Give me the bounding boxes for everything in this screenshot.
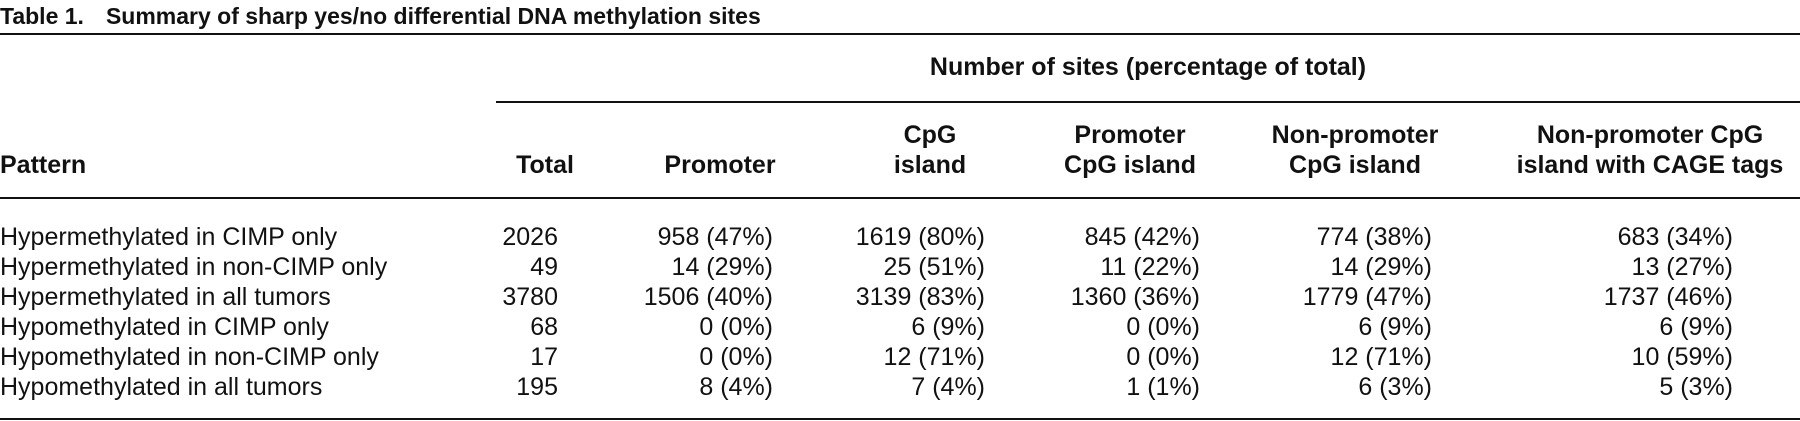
cell-pattern: Hypomethylated in all tumors [0, 373, 323, 401]
table-row: Hypomethylated in non-CIMP only 17 0 (0%) 1… [0, 342, 1800, 372]
column-header-promoter: Promoter [664, 151, 776, 179]
table-caption: Table 1. Summary of sharp yes/no differen… [0, 2, 761, 30]
cell-total: 17 [530, 343, 558, 371]
cell-total: 2026 [502, 223, 558, 251]
cell-cpg-island: 3139 (83%) [855, 283, 985, 311]
cell-promoter: 1506 (40%) [643, 283, 773, 311]
cell-promoter-cpg: 11 (22%) [1100, 253, 1200, 281]
cell-promoter: 0 (0%) [699, 343, 773, 371]
cell-nonpromoter-cpg: 6 (3%) [1358, 373, 1432, 401]
cell-cpg-island: 25 (51%) [883, 253, 985, 281]
cell-promoter-cpg: 0 (0%) [1126, 343, 1200, 371]
column-header-promoter-cpg-island: Promoter CpG island [1064, 121, 1196, 179]
cell-pattern: Hypomethylated in non-CIMP only [0, 343, 379, 371]
cell-cpg-island: 6 (9%) [911, 313, 985, 341]
cell-nonpromoter-cpg: 12 (71%) [1330, 343, 1432, 371]
spanning-header-rule [496, 101, 1800, 103]
cell-nonpromoter-cpg: 1779 (47%) [1302, 283, 1432, 311]
cell-promoter: 0 (0%) [699, 313, 773, 341]
header-rule [0, 197, 1800, 199]
cell-nonpromoter-cpg: 6 (9%) [1358, 313, 1432, 341]
cell-promoter: 8 (4%) [699, 373, 773, 401]
cell-promoter-cpg: 1360 (36%) [1070, 283, 1200, 311]
cell-total: 3780 [502, 283, 558, 311]
table-row: Hypermethylated in CIMP only 2026 958 (47%… [0, 222, 1800, 252]
cell-pattern: Hypermethylated in non-CIMP only [0, 253, 388, 281]
table-number: Table 1. [0, 3, 84, 29]
cell-nonpromoter-cage: 10 (59%) [1631, 343, 1733, 371]
column-header-nonpromoter-cpg-cage: Non-promoter CpG island with CAGE tags [1516, 121, 1784, 179]
cell-nonpromoter-cpg: 774 (38%) [1316, 223, 1432, 251]
cell-cpg-island: 12 (71%) [883, 343, 985, 371]
spanning-header: Number of sites (percentage of total) [929, 53, 1367, 81]
cell-total: 68 [530, 313, 558, 341]
cell-pattern: Hypomethylated in CIMP only [0, 313, 329, 341]
cell-cpg-island: 1619 (80%) [855, 223, 985, 251]
cell-pattern: Hypermethylated in CIMP only [0, 223, 338, 251]
cell-nonpromoter-cage: 5 (3%) [1659, 373, 1733, 401]
cell-total: 195 [516, 373, 558, 401]
table-row: Hypermethylated in non-CIMP only 49 14 (29… [0, 252, 1800, 282]
table-row: Hypomethylated in all tumors 195 8 (4%) 7 (… [0, 372, 1800, 402]
cell-nonpromoter-cage: 1737 (46%) [1603, 283, 1733, 311]
cell-cpg-island: 7 (4%) [911, 373, 985, 401]
cell-nonpromoter-cage: 13 (27%) [1631, 253, 1733, 281]
cell-nonpromoter-cage: 6 (9%) [1659, 313, 1733, 341]
cell-nonpromoter-cage: 683 (34%) [1617, 223, 1733, 251]
cell-total: 49 [530, 253, 558, 281]
top-rule [0, 33, 1800, 35]
cell-promoter-cpg: 845 (42%) [1084, 223, 1200, 251]
cell-nonpromoter-cpg: 14 (29%) [1330, 253, 1432, 281]
bottom-rule [0, 418, 1800, 420]
cell-promoter: 14 (29%) [671, 253, 773, 281]
table-row: Hypomethylated in CIMP only 68 0 (0%) 6 (9%… [0, 312, 1800, 342]
column-header-nonpromoter-cpg-island: Non-promoter CpG island [1271, 121, 1439, 179]
table-row: Hypermethylated in all tumors 3780 1506 (4… [0, 282, 1800, 312]
cell-pattern: Hypermethylated in all tumors [0, 283, 331, 311]
table-title: Summary of sharp yes/no differential DNA… [105, 3, 761, 29]
column-header-total: Total [516, 151, 574, 179]
cell-promoter-cpg: 1 (1%) [1126, 373, 1200, 401]
cell-promoter: 958 (47%) [657, 223, 773, 251]
column-header-pattern: Pattern [0, 151, 87, 179]
column-header-cpg-island: CpG island [893, 121, 967, 179]
cell-promoter-cpg: 0 (0%) [1126, 313, 1200, 341]
